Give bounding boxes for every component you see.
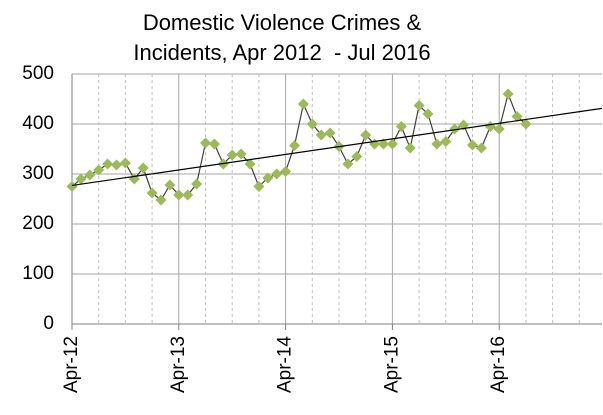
- marker: [360, 129, 372, 141]
- trendline: [71, 107, 603, 187]
- chart-title: Incidents, Apr 2012 - Jul 2016: [133, 40, 430, 65]
- marker: [306, 118, 318, 130]
- marker: [146, 187, 158, 199]
- x-tick-label: Apr-15: [381, 336, 402, 393]
- marker: [449, 123, 461, 135]
- marker: [289, 140, 300, 151]
- marker: [280, 166, 292, 177]
- marker: [324, 127, 336, 139]
- marker: [235, 148, 247, 160]
- chart-title: Domestic Violence Crimes &: [143, 10, 422, 35]
- marker: [467, 139, 478, 151]
- marker: [378, 138, 389, 150]
- marker: [262, 172, 274, 184]
- marker: [431, 138, 443, 150]
- marker: [111, 159, 122, 171]
- marker: [173, 189, 185, 201]
- marker: [511, 111, 523, 122]
- marker: [208, 138, 220, 150]
- marker: [440, 136, 452, 147]
- marker: [200, 137, 211, 149]
- marker: [520, 118, 532, 130]
- y-tick-label: 400: [22, 113, 54, 134]
- marker: [191, 178, 203, 190]
- marker: [395, 121, 407, 132]
- marker: [102, 158, 114, 170]
- marker: [182, 189, 194, 201]
- marker: [226, 149, 238, 161]
- marker: [253, 181, 265, 192]
- marker: [484, 121, 496, 132]
- x-tick-label: Apr-13: [168, 336, 189, 393]
- marker: [75, 173, 87, 185]
- marker: [422, 108, 434, 120]
- y-tick-label: 0: [43, 313, 54, 334]
- marker: [271, 168, 283, 180]
- y-tick-label: 500: [22, 63, 54, 84]
- marker: [93, 164, 105, 176]
- marker: [475, 142, 487, 154]
- marker: [502, 88, 514, 100]
- x-tick-label: Apr-12: [61, 336, 82, 393]
- marker: [413, 100, 425, 111]
- marker: [493, 123, 505, 135]
- marker: [386, 138, 398, 150]
- marker: [155, 194, 167, 206]
- marker: [315, 129, 327, 141]
- x-tick-label: Apr-16: [488, 336, 509, 393]
- marker: [84, 169, 96, 181]
- marker: [404, 142, 416, 154]
- marker: [164, 179, 176, 191]
- marker: [342, 158, 354, 170]
- marker: [244, 158, 256, 170]
- marker: [66, 181, 78, 192]
- marker: [351, 151, 363, 162]
- series-line: [71, 92, 527, 201]
- marker: [137, 162, 149, 174]
- marker: [119, 157, 131, 169]
- y-tick-label: 100: [22, 263, 54, 284]
- y-tick-label: 200: [22, 213, 54, 234]
- y-tick-label: 300: [22, 163, 54, 184]
- marker: [297, 98, 309, 110]
- x-tick-label: Apr-14: [275, 336, 296, 393]
